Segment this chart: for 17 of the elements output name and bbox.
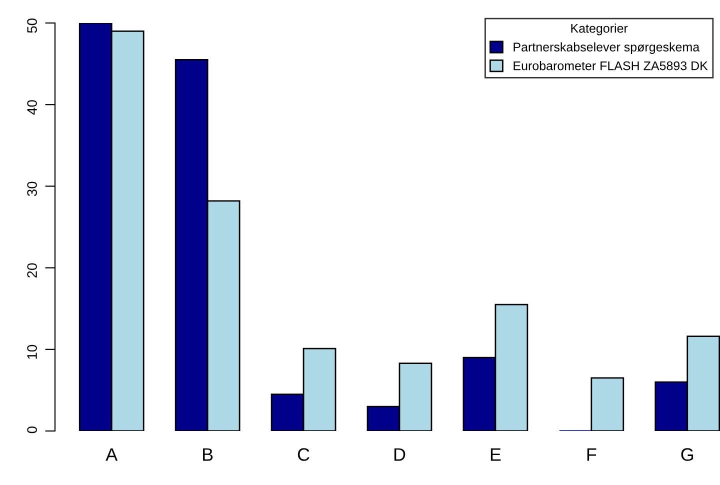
y-tick-label: 20 [27,263,37,278]
y-tick-label: 30 [27,182,37,196]
legend-title: Kategorier [571,24,628,36]
legend-label: Eurobarometer FLASH ZA5893 DK [514,61,708,70]
x-tick-label: D [394,448,406,461]
x-tick-label: G [681,448,694,461]
y-tick-label: 50 [27,18,37,33]
x-tick-label: A [106,448,118,461]
x-tick-label: F [587,448,596,461]
x-tick-label: B [203,448,213,461]
y-tick-label: 40 [27,100,37,115]
y-tick-label: 10 [27,344,37,359]
x-tick-label: C [298,448,310,461]
x-tick-label: E [490,448,501,461]
y-tick-label: 0 [27,426,37,434]
bar [590,377,624,431]
legend-label: Partnerskabselever spørgeskema [514,42,700,54]
